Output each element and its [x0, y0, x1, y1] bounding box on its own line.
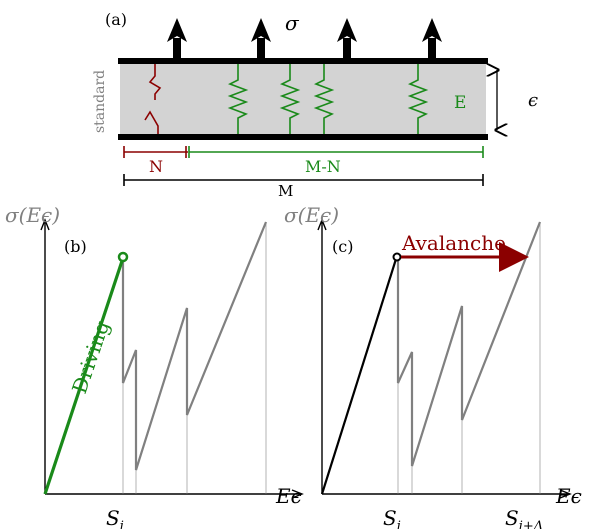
n-bracket: [123, 146, 188, 158]
spring: [279, 64, 301, 134]
force-arrow: [251, 18, 271, 58]
panel-b-label: (b): [64, 237, 87, 256]
m-label: M: [278, 182, 293, 200]
loading-line: [320, 258, 398, 495]
driving-label: Driving: [67, 317, 114, 396]
spring-constant-label: E: [454, 93, 466, 113]
sigma-label: σ: [285, 11, 300, 35]
spring: [407, 64, 429, 134]
top-plate: [118, 58, 488, 64]
driving-line: [43, 257, 125, 495]
m-bracket: [123, 174, 484, 186]
y-axis-label: σ(Eϵ): [284, 203, 339, 227]
spring: [313, 64, 335, 134]
bundle-body: [120, 62, 486, 136]
driving-endpoint: [117, 251, 129, 263]
panel-a-label: (a): [105, 10, 127, 29]
tick-si: Si: [383, 506, 401, 529]
x-axis-label: Eϵ: [275, 484, 302, 508]
strain-label: ϵ: [528, 90, 538, 111]
broken-spring: [144, 110, 159, 134]
mn-label: M-N: [305, 157, 341, 176]
tick-si-delta: Si+Δ: [505, 506, 543, 529]
panel-b: σ(Eϵ) (b) Eϵ Si Driving: [5, 203, 304, 529]
force-arrow: [337, 18, 357, 58]
avalanche-label: Avalanche: [401, 231, 506, 255]
mn-bracket: [188, 146, 484, 158]
broken-spring: [148, 64, 162, 100]
panel-c-label: (c): [332, 237, 353, 256]
bottom-plate: [118, 134, 488, 140]
panel-c: σ(Eϵ) (c) Eϵ Si Si+Δ Avalanche: [284, 203, 582, 529]
stress-curve: [121, 221, 268, 471]
tick-si: Si: [106, 506, 124, 529]
spring: [227, 64, 249, 134]
force-arrow: [167, 18, 187, 58]
y-axis-label: σ(Eϵ): [5, 203, 60, 227]
panel-a: (a) σ standard E: [92, 10, 538, 200]
force-arrow: [422, 18, 442, 58]
avalanche-start: [392, 252, 402, 262]
standard-label: standard: [92, 70, 108, 133]
n-label: N: [149, 157, 163, 176]
x-axis-label: Eϵ: [555, 484, 582, 508]
stress-curve: [396, 221, 542, 467]
